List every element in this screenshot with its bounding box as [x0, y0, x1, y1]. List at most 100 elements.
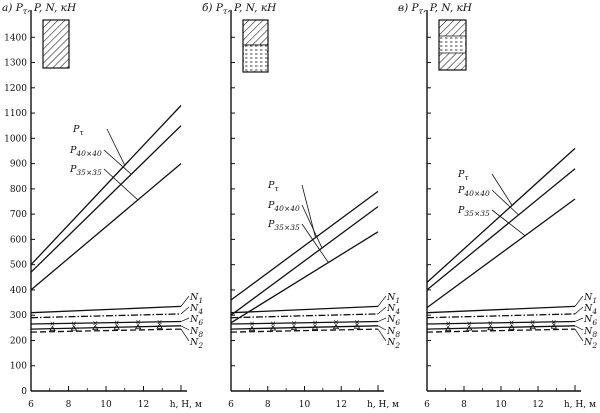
series-label-pointer [103, 149, 132, 175]
series-label-p-40-40: P40×40 [267, 200, 300, 213]
series-label-pointer [180, 328, 190, 342]
series-marker-cross: × [333, 319, 339, 327]
series-line-p-40-40 [30, 125, 182, 273]
x-axis-label: h, Н, м [170, 400, 202, 410]
series-marker-cross: × [249, 320, 255, 328]
legend-box-dotted [440, 36, 465, 53]
series-label-p-35-35: P35×35 [267, 219, 300, 232]
y-tick-label: 1000 [4, 134, 27, 144]
series-marker-triangle [248, 325, 256, 332]
series-line-n-6 [230, 320, 379, 325]
series-marker-triangle [134, 323, 142, 330]
series-label-pointer [491, 189, 519, 216]
series-label-pointer [377, 306, 387, 315]
y-tick-label: 600 [10, 235, 27, 245]
x-tick-label: 8 [265, 400, 271, 410]
series-label-n-8: N8 [583, 326, 597, 339]
series-label-n-2: N2 [386, 337, 400, 350]
series-marker-triangle [269, 325, 277, 331]
series-line-n-6 [30, 320, 182, 325]
x-tick-label: 6 [228, 400, 234, 410]
x-tick-label: 12 [336, 400, 347, 410]
y-tick-label: 300 [10, 311, 27, 321]
series-label-p-: Pτ [267, 180, 279, 193]
series-line-p- [230, 190, 379, 301]
chart-panel-3: 6 8 10 12 h, Н, м в) Pτ, P, N, кН Pτ P40×40 P35×… [398, 2, 597, 410]
x-tick-label: 10 [299, 400, 311, 410]
series-marker-triangle [466, 325, 473, 331]
y-tick-label: 700 [10, 210, 27, 220]
series-label-pointer [574, 325, 584, 331]
series-line-n-2 [30, 328, 182, 333]
y-tick-label: 400 [10, 286, 27, 296]
series-label-n-2: N2 [189, 337, 203, 350]
y-tick-label: 500 [10, 261, 27, 271]
series-marker-cross: × [551, 318, 557, 326]
series-marker-cross: × [445, 320, 451, 328]
series-marker-cross: × [466, 320, 472, 328]
chart-title: б) Pτ, P, N, кН [202, 2, 277, 16]
y-tick-label: 1400 [4, 33, 27, 43]
x-axis-label: h, Н, м [564, 400, 596, 410]
series-line-p-40-40 [230, 206, 379, 316]
series-marker-triangle [92, 324, 99, 331]
series-marker-triangle [113, 324, 120, 330]
series-line-p-35-35 [230, 231, 379, 324]
series-label-pointer [180, 306, 190, 315]
series-label-p-35-35: P35×35 [69, 164, 102, 177]
series-marker-cross: × [49, 320, 55, 328]
series-label-n-4: N4 [189, 303, 203, 316]
series-line-p- [426, 147, 576, 283]
series-line-n-2 [230, 328, 379, 333]
x-tick-label: 10 [100, 400, 112, 410]
series-label-n-4: N4 [583, 303, 597, 316]
series-label-p-40-40: P40×40 [457, 185, 490, 198]
series-label-p-35-35: P35×35 [457, 205, 490, 218]
series-label-pointer [106, 128, 126, 166]
series-marker-triangle [49, 325, 56, 332]
series-marker-triangle [70, 325, 78, 331]
series-marker-cross: × [92, 319, 98, 327]
series-label-n-4: N4 [386, 303, 400, 316]
x-tick-label: 12 [138, 400, 149, 410]
series-label-n-8: N8 [189, 326, 203, 339]
x-tick-label: 8 [461, 400, 467, 410]
series-marker-cross: × [135, 319, 141, 327]
y-tick-label: 1300 [4, 59, 27, 69]
chart-panel-2: 6 8 10 12 h, Н, м б) Pτ, P, N, кН Pτ P40×40 P35×… [202, 2, 400, 410]
series-label-pointer [491, 209, 526, 236]
series-marker-cross: × [487, 319, 493, 327]
series-line-n-8 [230, 325, 379, 330]
series-label-pointer [574, 328, 584, 342]
series-marker-cross: × [509, 319, 515, 327]
series-marker-triangle [444, 325, 452, 332]
series-line-p-40-40 [426, 168, 576, 291]
series-marker-triangle [487, 324, 494, 331]
series-line-n-1 [30, 305, 182, 314]
y-tick-label: 800 [10, 185, 27, 195]
y-tick-label: 1200 [4, 84, 27, 94]
chart-panel-1: 0 100 200 300 400 500 600 700 800 900 1000 1100 1200… [2, 2, 203, 410]
legend-box-dotted [244, 44, 267, 71]
series-label-n-8: N8 [386, 326, 400, 339]
series-line-p-35-35 [30, 163, 182, 291]
series-label-pointer [103, 168, 139, 201]
y-tick-label: 200 [10, 336, 27, 346]
series-marker-cross: × [270, 320, 276, 328]
series-marker-cross: × [354, 318, 360, 326]
series-line-n-8 [426, 325, 576, 330]
series-label-n-1: N1 [583, 292, 597, 305]
series-line-n-4 [426, 313, 576, 319]
series-label-n-6: N6 [583, 314, 597, 327]
series-label-pointer [301, 223, 329, 263]
y-tick-label: 900 [10, 160, 27, 170]
series-marker-cross: × [530, 319, 536, 327]
series-line-n-8 [30, 325, 182, 330]
series-marker-cross: × [71, 320, 77, 328]
series-marker-cross: × [291, 319, 297, 327]
series-line-n-6 [426, 320, 576, 325]
series-label-pointer [180, 317, 190, 322]
series-label-pointer [180, 325, 190, 331]
series-marker-triangle [156, 323, 163, 329]
